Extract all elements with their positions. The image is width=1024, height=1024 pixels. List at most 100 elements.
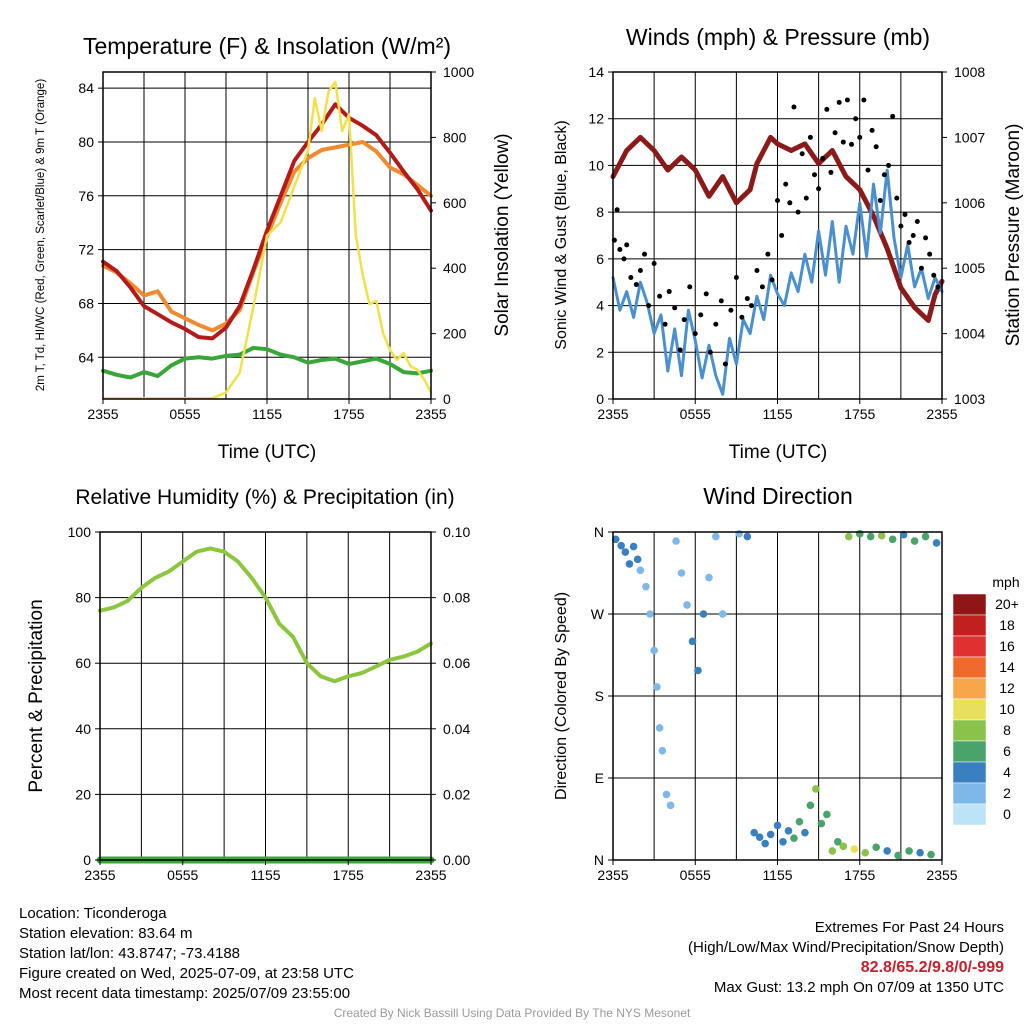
extremes-info: Extremes For Past 24 Hours (High/Low/Max…	[688, 918, 1004, 998]
colorbar-label: 18	[999, 617, 1015, 633]
direction-plot-frame	[612, 531, 943, 861]
y-right-tick-label: 0.04	[443, 721, 470, 737]
direction-point	[806, 801, 815, 810]
x-tick-label: 1755	[844, 867, 875, 883]
x-tick-label: 0555	[680, 406, 711, 422]
y-left-tick-label: 4	[596, 298, 604, 314]
y-right-tick-label: 600	[443, 195, 467, 211]
gust-point	[765, 251, 771, 257]
direction-point	[646, 610, 654, 618]
gust-point	[873, 144, 879, 150]
gust-point	[624, 242, 630, 248]
y-left-tick-label: 0	[83, 852, 91, 868]
direction-point	[636, 566, 645, 575]
y-left-tick-label: 64	[78, 349, 94, 365]
insolation-right-ticks: 0 200 400 600 800 1000	[431, 64, 474, 407]
gust-point	[718, 298, 724, 304]
gust-point	[657, 293, 663, 299]
y-left-tick-label: 12	[588, 111, 604, 127]
gust-point	[666, 289, 672, 295]
colorbar-label: 0	[1003, 806, 1011, 822]
gust-point	[910, 233, 916, 238]
station-elevation: Station elevation: 83.64 m	[19, 925, 193, 942]
extremes-values: 82.8/65.2/9.8/0/-999	[860, 959, 1004, 976]
x-tick-label: 0555	[680, 867, 711, 883]
y-right-tick-label: 1004	[954, 326, 985, 342]
gust-point	[820, 155, 826, 161]
gust-point	[621, 256, 627, 262]
pressure-y-axis-label: Station Pressure (Maroon)	[1003, 124, 1024, 347]
gust-point	[898, 223, 904, 229]
gust-point	[677, 347, 683, 353]
recent-data-timestamp: Most recent data timestamp: 2025/07/09 2…	[19, 985, 351, 1002]
y-left-tick-label: 20	[75, 786, 91, 802]
direction-point	[883, 847, 891, 855]
x-tick-label: 2355	[415, 406, 446, 422]
winds-grid	[613, 72, 942, 399]
gust-point	[902, 211, 908, 217]
y-left-tick-label: 14	[588, 64, 604, 80]
y-left-tick-label: 84	[78, 80, 94, 96]
precipitation-right-ticks: 0.00 0.02 0.04 0.06 0.08 0.10	[431, 524, 470, 868]
winds-left-ticks: 0 2 4 6 8 10 12 14	[588, 64, 613, 407]
direction-point	[621, 548, 630, 556]
y-left-tick-label: 76	[78, 188, 94, 204]
direction-point	[921, 532, 930, 541]
direction-y-axis-label: Direction (Colored By Speed)	[553, 592, 570, 800]
direction-left-ticks: N E S W N	[591, 524, 613, 868]
gust-point	[857, 134, 863, 140]
gust-point	[642, 251, 648, 257]
colorbar-label: 6	[1003, 743, 1011, 759]
y-left-tick-label: 100	[68, 524, 92, 540]
y-right-tick-label: 0.06	[443, 655, 470, 671]
direction-chart-title: Wind Direction	[703, 483, 853, 509]
y-right-tick-label: 1008	[954, 64, 985, 80]
y-left-tick-label: N	[594, 524, 604, 540]
t2m-line	[101, 102, 433, 341]
winds-x-ticks: 2355 0555 1155 1755 2355	[597, 399, 958, 422]
station-location: Location: Ticonderoga	[19, 905, 167, 922]
gust-point	[628, 275, 634, 281]
direction-point	[790, 834, 798, 842]
temperature-x-ticks: 2355 0555 1155 1755 2355	[87, 399, 447, 422]
humidity-left-ticks: 0 20 40 60 80 100	[68, 524, 100, 868]
colorbar-swatch	[952, 614, 987, 637]
gust-point	[799, 151, 805, 157]
gust-point	[769, 277, 775, 283]
direction-grid	[613, 532, 942, 860]
direction-point	[735, 530, 743, 538]
gust-point	[869, 127, 875, 133]
direction-point	[694, 666, 702, 675]
direction-x-ticks: 2355 0555 1155 1755 2355	[597, 860, 958, 883]
direction-point	[817, 819, 826, 828]
direction-point	[658, 746, 667, 755]
gust-point	[646, 303, 652, 309]
gust-point	[791, 104, 797, 110]
gust-point	[803, 195, 809, 201]
x-tick-label: 2355	[87, 406, 118, 422]
direction-point	[677, 569, 686, 577]
gust-point	[692, 331, 698, 337]
direction-point	[779, 837, 787, 846]
gust-point	[886, 162, 892, 168]
winds-series	[610, 97, 945, 396]
direction-point	[655, 724, 664, 732]
colorbar-swatch	[952, 698, 987, 721]
gust-point	[812, 172, 818, 178]
x-tick-label: 0555	[167, 867, 198, 883]
gust-point	[795, 209, 801, 215]
direction-point	[766, 830, 775, 839]
colorbar-swatch	[952, 719, 987, 742]
direction-point	[899, 530, 908, 539]
y-left-tick-label: 0	[596, 391, 604, 407]
temperature-plot-frame	[102, 71, 432, 400]
direction-point	[877, 531, 886, 540]
gust-point	[672, 305, 678, 311]
gust-point	[707, 349, 713, 355]
gust-point	[844, 97, 850, 103]
gust-point	[703, 291, 709, 297]
gust-point	[728, 307, 734, 313]
gust-point	[807, 134, 813, 140]
direction-point	[750, 828, 758, 837]
direction-point	[844, 532, 853, 541]
